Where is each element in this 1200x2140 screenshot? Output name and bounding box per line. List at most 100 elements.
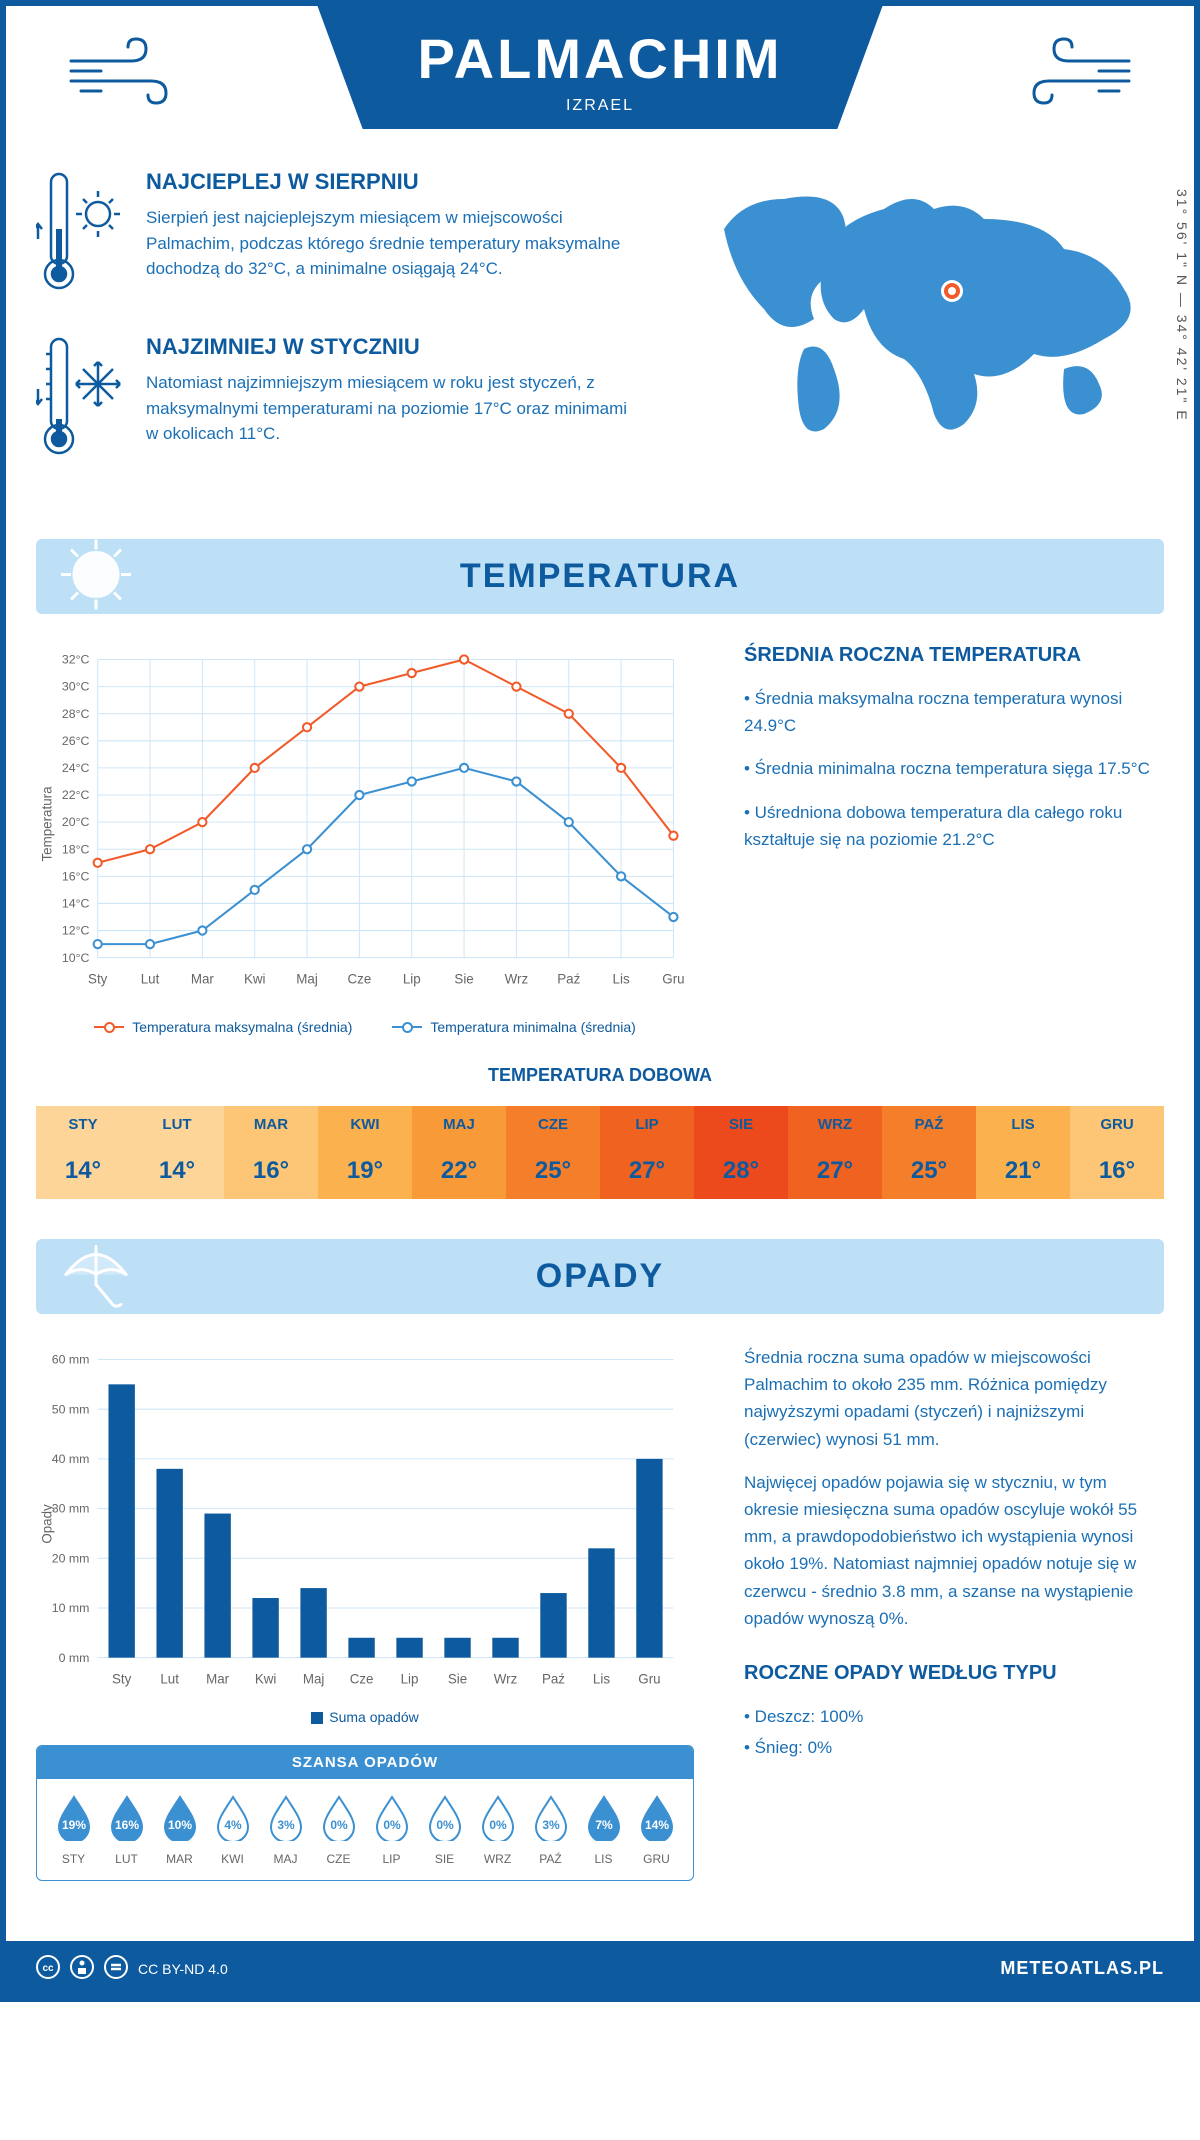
- svg-text:Kwi: Kwi: [244, 971, 266, 986]
- svg-text:Wrz: Wrz: [505, 971, 529, 986]
- svg-text:Sty: Sty: [88, 971, 108, 986]
- svg-text:24°C: 24°C: [62, 761, 90, 775]
- svg-text:Lut: Lut: [141, 971, 160, 986]
- svg-text:cc: cc: [42, 1963, 54, 1974]
- svg-text:22°C: 22°C: [62, 788, 90, 802]
- svg-text:Mar: Mar: [191, 971, 215, 986]
- precip-title: OPADY: [36, 1257, 1164, 1296]
- svg-text:Paź: Paź: [557, 971, 580, 986]
- precip-text: Średnia roczna suma opadów w miejscowośc…: [744, 1344, 1164, 1881]
- cc-icon: cc: [36, 1955, 60, 1982]
- sun-icon: [56, 534, 136, 619]
- thermometer-cold-icon: [36, 334, 126, 469]
- coldest-text: Natomiast najzimniejszym miesiącem w rok…: [146, 370, 644, 447]
- svg-text:Mar: Mar: [206, 1671, 230, 1686]
- svg-text:Lis: Lis: [613, 971, 630, 986]
- intro-section: NAJCIEPLEJ W SIERPNIU Sierpień jest najc…: [36, 169, 1164, 499]
- warmest-block: NAJCIEPLEJ W SIERPNIU Sierpień jest najc…: [36, 169, 644, 304]
- svg-text:18°C: 18°C: [62, 842, 90, 856]
- title-banner: PALMACHIM IZRAEL: [317, 6, 882, 129]
- svg-text:20 mm: 20 mm: [52, 1551, 90, 1565]
- svg-text:Lip: Lip: [401, 1671, 419, 1686]
- license-text: CC BY-ND 4.0: [138, 1961, 228, 1977]
- svg-text:14°C: 14°C: [62, 897, 90, 911]
- svg-text:16°C: 16°C: [62, 869, 90, 883]
- wind-icon: [66, 36, 186, 121]
- svg-text:3%: 3%: [542, 1818, 560, 1832]
- site-name: METEOATLAS.PL: [1000, 1958, 1164, 1979]
- precip-section-header: OPADY: [36, 1239, 1164, 1314]
- daily-temp-title: TEMPERATURA DOBOWA: [36, 1065, 1164, 1086]
- svg-text:Kwi: Kwi: [255, 1671, 277, 1686]
- legend-min: Temperatura minimalna (średnia): [430, 1019, 635, 1035]
- svg-text:Sie: Sie: [454, 971, 473, 986]
- precip-chance-box: SZANSA OPADÓW 19%STY16%LUT10%MAR4%KWI3%M…: [36, 1745, 694, 1881]
- svg-text:Wrz: Wrz: [494, 1671, 518, 1686]
- svg-text:30°C: 30°C: [62, 680, 90, 694]
- svg-text:0%: 0%: [489, 1818, 507, 1832]
- svg-text:40 mm: 40 mm: [52, 1452, 90, 1466]
- svg-text:Gru: Gru: [638, 1671, 660, 1686]
- coldest-block: NAJZIMNIEJ W STYCZNIU Natomiast najzimni…: [36, 334, 644, 469]
- svg-text:10 mm: 10 mm: [52, 1601, 90, 1615]
- footer: cc CC BY-ND 4.0 METEOATLAS.PL: [6, 1941, 1194, 1996]
- svg-text:Maj: Maj: [303, 1671, 325, 1686]
- svg-text:60 mm: 60 mm: [52, 1353, 90, 1367]
- header: PALMACHIM IZRAEL: [36, 6, 1164, 129]
- daily-temp-heatmap: STYLUTMARKWIMAJCZELIPSIEWRZPAŹLISGRU14°1…: [36, 1106, 1164, 1199]
- precip-chart: 0 mm 10 mm 20 mm 30 mm 40 mm 50 mm 60 mm Sty Lut…: [36, 1344, 694, 1881]
- svg-text:12°C: 12°C: [62, 924, 90, 938]
- svg-text:20°C: 20°C: [62, 815, 90, 829]
- temperature-section-header: TEMPERATURA: [36, 539, 1164, 614]
- svg-text:0%: 0%: [383, 1818, 401, 1832]
- svg-text:4%: 4%: [224, 1818, 242, 1832]
- svg-text:32°C: 32°C: [62, 653, 90, 667]
- coldest-title: NAJZIMNIEJ W STYCZNIU: [146, 334, 644, 360]
- svg-text:0%: 0%: [436, 1818, 454, 1832]
- svg-text:Temperatura: Temperatura: [39, 786, 54, 862]
- svg-text:Gru: Gru: [662, 971, 684, 986]
- svg-text:Paź: Paź: [542, 1671, 565, 1686]
- page-subtitle: IZRAEL: [417, 97, 782, 115]
- svg-text:50 mm: 50 mm: [52, 1402, 90, 1416]
- svg-text:14%: 14%: [644, 1818, 668, 1832]
- svg-text:7%: 7%: [595, 1818, 613, 1832]
- nd-icon: [104, 1955, 128, 1982]
- world-map: 31° 56' 1" N — 34° 42' 21" E HAMERKAZ: [684, 169, 1164, 499]
- legend-max: Temperatura maksymalna (średnia): [132, 1019, 352, 1035]
- warmest-text: Sierpień jest najcieplejszym miesiącem w…: [146, 205, 644, 282]
- warmest-title: NAJCIEPLEJ W SIERPNIU: [146, 169, 644, 195]
- temperature-chart: 10°C 12°C 14°C 16°C 18°C 20°C 22°C 24°C 26°C 28°C…: [36, 644, 694, 1035]
- coordinates: 31° 56' 1" N — 34° 42' 21" E: [1174, 189, 1190, 422]
- svg-text:10°C: 10°C: [62, 951, 90, 965]
- precip-legend: Suma opadów: [329, 1709, 419, 1725]
- svg-text:0%: 0%: [330, 1818, 348, 1832]
- svg-text:Maj: Maj: [296, 971, 318, 986]
- umbrella-icon: [56, 1234, 136, 1319]
- annual-temp-title: ŚREDNIA ROCZNA TEMPERATURA: [744, 644, 1164, 667]
- temperature-title: TEMPERATURA: [36, 557, 1164, 596]
- svg-text:Lip: Lip: [403, 971, 421, 986]
- svg-text:0 mm: 0 mm: [59, 1651, 90, 1665]
- svg-text:28°C: 28°C: [62, 707, 90, 721]
- svg-text:19%: 19%: [61, 1818, 85, 1832]
- svg-text:16%: 16%: [114, 1818, 138, 1832]
- by-type-title: ROCZNE OPADY WEDŁUG TYPU: [744, 1662, 1164, 1685]
- annual-temp-text: ŚREDNIA ROCZNA TEMPERATURA • Średnia mak…: [744, 644, 1164, 1035]
- svg-text:Sty: Sty: [112, 1671, 132, 1686]
- chance-title: SZANSA OPADÓW: [37, 1746, 693, 1779]
- svg-text:26°C: 26°C: [62, 734, 90, 748]
- by-icon: [70, 1955, 94, 1982]
- svg-text:Cze: Cze: [348, 971, 372, 986]
- svg-text:10%: 10%: [167, 1818, 191, 1832]
- wind-icon: [1014, 36, 1134, 121]
- svg-text:Lut: Lut: [160, 1671, 179, 1686]
- svg-text:Lis: Lis: [593, 1671, 610, 1686]
- svg-text:Cze: Cze: [350, 1671, 374, 1686]
- svg-text:Opady: Opady: [39, 1504, 54, 1544]
- svg-text:3%: 3%: [277, 1818, 295, 1832]
- svg-text:30 mm: 30 mm: [52, 1502, 90, 1516]
- svg-text:Sie: Sie: [448, 1671, 467, 1686]
- page-title: PALMACHIM: [417, 26, 782, 91]
- thermometer-hot-icon: [36, 169, 126, 304]
